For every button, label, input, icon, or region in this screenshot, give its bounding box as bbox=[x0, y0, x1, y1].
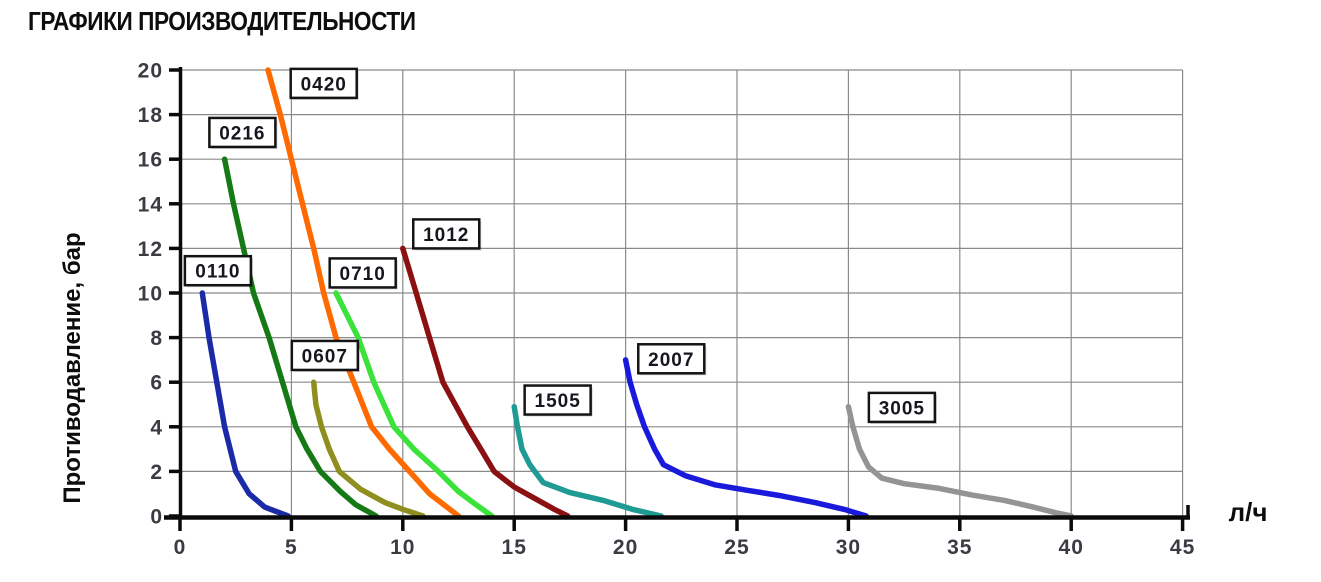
series-label-text: 0607 bbox=[302, 346, 348, 367]
series-label-box bbox=[637, 343, 706, 375]
series-label-3005: 3005 bbox=[867, 391, 937, 424]
y-tick-label: 18 bbox=[138, 104, 163, 127]
series-label-0710: 0710 bbox=[328, 257, 398, 290]
y-tick-label: 8 bbox=[150, 327, 163, 350]
series-label-text: 1505 bbox=[535, 391, 581, 412]
x-tick-label: 15 bbox=[502, 536, 527, 559]
curve-0216 bbox=[221, 156, 379, 519]
series-label-0420: 0420 bbox=[289, 67, 359, 100]
y-tick-label: 12 bbox=[138, 238, 163, 261]
series-label-box bbox=[867, 391, 937, 424]
x-tick-label: 20 bbox=[613, 536, 638, 559]
x-tick-label: 35 bbox=[947, 536, 972, 559]
series-label-box bbox=[183, 254, 253, 287]
y-tick-label: 16 bbox=[138, 149, 163, 172]
series-label-1012: 1012 bbox=[411, 218, 482, 251]
series-label-box bbox=[208, 116, 277, 149]
series-label-2007: 2007 bbox=[637, 343, 707, 376]
series-label-0216: 0216 bbox=[208, 116, 278, 149]
y-tick-label: 2 bbox=[150, 461, 163, 484]
series-label-0607: 0607 bbox=[290, 339, 360, 372]
x-tick-label: 0 bbox=[174, 536, 187, 559]
series-label-box bbox=[411, 218, 481, 250]
x-tick-label: 10 bbox=[390, 536, 415, 559]
series-label-text: 0110 bbox=[195, 262, 240, 283]
series-label-text: 2007 bbox=[648, 350, 694, 371]
series-label-text: 0710 bbox=[340, 264, 386, 285]
y-tick-label: 20 bbox=[138, 60, 163, 83]
y-axis-unit-label: Противодавление, бар bbox=[59, 232, 86, 503]
x-tick-label: 40 bbox=[1059, 536, 1084, 559]
curve-1012 bbox=[400, 245, 571, 519]
curve-1505 bbox=[511, 403, 664, 519]
curve-0710 bbox=[333, 290, 495, 519]
y-tick-label: 4 bbox=[150, 416, 163, 439]
x-axis-unit-label: л/ч bbox=[1229, 497, 1268, 527]
x-tick-label: 25 bbox=[724, 536, 749, 559]
y-tick-label: 14 bbox=[138, 193, 163, 216]
x-tick-label: 45 bbox=[1170, 536, 1195, 559]
chart-title: ГРАФИКИ ПРОИЗВОДИТЕЛЬНОСТИ bbox=[28, 6, 416, 36]
curve-3005 bbox=[845, 403, 1074, 519]
x-tick-label: 5 bbox=[285, 536, 298, 559]
series-label-box bbox=[328, 257, 397, 289]
series-label-text: 0420 bbox=[301, 74, 347, 95]
series-label-1505: 1505 bbox=[523, 384, 593, 417]
x-tick-label: 30 bbox=[836, 536, 861, 559]
curve-2007 bbox=[622, 357, 869, 519]
series-label-0110: 0110 bbox=[183, 254, 253, 288]
y-tick-label: 0 bbox=[150, 506, 163, 529]
curve-0420 bbox=[265, 67, 462, 519]
series-labels: 0110 0216 0420 0607 0710 1012 1505 2007 3005 bbox=[183, 67, 937, 424]
curves bbox=[199, 67, 1074, 519]
curve-0110 bbox=[199, 290, 291, 519]
series-label-box bbox=[290, 339, 360, 372]
series-label-text: 1012 bbox=[423, 225, 469, 246]
gridlines bbox=[180, 69, 1184, 516]
axes bbox=[164, 67, 1190, 531]
series-label-text: 3005 bbox=[879, 398, 925, 419]
series-label-text: 0216 bbox=[219, 123, 265, 144]
y-tick-label: 10 bbox=[138, 283, 163, 306]
curve-0607 bbox=[310, 379, 426, 519]
y-tick-label: 6 bbox=[150, 372, 163, 395]
series-label-box bbox=[523, 384, 592, 416]
series-label-box bbox=[289, 67, 358, 100]
